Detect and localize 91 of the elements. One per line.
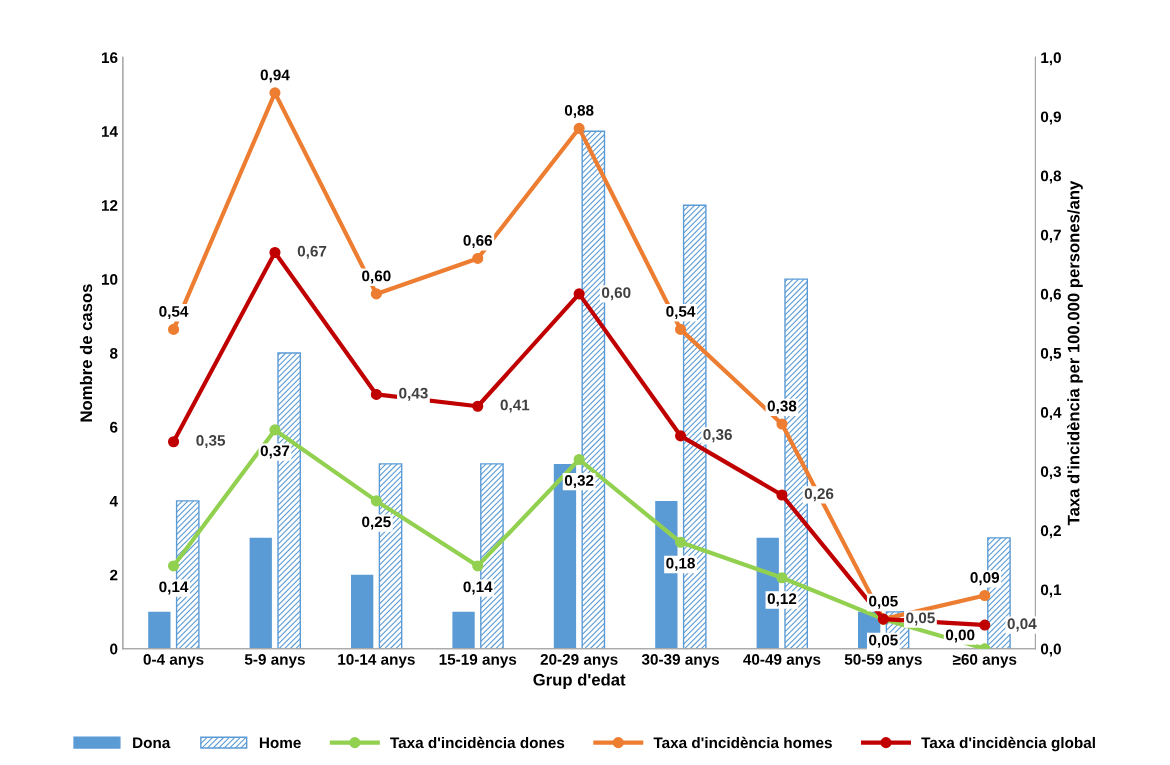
y-axis-title: Nombre de casos: [79, 284, 93, 422]
data-label: 0,14: [159, 581, 189, 595]
y2-tick-label: 0,0: [1040, 643, 1061, 657]
y2-tick-label: 0,1: [1040, 584, 1062, 598]
x-axis-title: Grup d'edat: [533, 673, 626, 689]
data-label: 0,12: [767, 593, 797, 607]
point: [269, 424, 281, 436]
bar: [452, 611, 475, 649]
y-tick-label: 4: [109, 495, 118, 507]
data-label: 0,05: [906, 612, 935, 626]
y2-tick-label: 0,9: [1040, 111, 1061, 125]
data-label: 0,54: [159, 306, 189, 320]
data-label: 0,00: [945, 629, 975, 643]
y2-tick-label: 0,4: [1040, 407, 1062, 421]
data-label: 0,60: [362, 270, 391, 284]
data-label: 0,32: [564, 474, 594, 489]
data-label: 0,41: [500, 399, 530, 413]
y2-tick-label: 1,0: [1041, 52, 1061, 66]
y2-tick-label: 0,5: [1040, 347, 1062, 361]
y-tick-label: 16: [101, 52, 118, 64]
y-tick-label: 6: [110, 421, 118, 433]
point: [472, 560, 484, 572]
y-tick-label: 2: [110, 569, 118, 581]
x-tick-label: 50-59 anys: [844, 653, 922, 668]
legend-label: Taxa d'incidència global: [921, 736, 1095, 752]
data-label: 0,14: [463, 581, 493, 595]
point: [979, 589, 991, 602]
data-label: 0,35: [196, 435, 226, 449]
legend-label: Taxa d'incidència dones: [390, 736, 565, 749]
data-label: 0,54: [666, 306, 696, 320]
x-tick-label: 10-14 anys: [338, 653, 415, 668]
data-label: 0,38: [767, 400, 797, 414]
legend-label: Dona: [133, 737, 171, 749]
point: [573, 122, 585, 134]
data-label: 0,60: [601, 287, 631, 301]
x-tick-label: 15-19 anys: [439, 653, 517, 668]
point: [472, 400, 484, 412]
point: [167, 560, 180, 572]
y2-tick-label: 0,6: [1040, 288, 1061, 302]
point: [776, 489, 788, 501]
x-tick-label: 40-49 anys: [743, 653, 821, 668]
bar: [351, 574, 374, 649]
x-tick-label: 30-39 anys: [641, 653, 719, 668]
data-label: 0,88: [564, 104, 594, 118]
legend-label: Home: [259, 737, 301, 749]
data-label: 0,26: [804, 488, 834, 502]
y2-tick-label: 0,2: [1040, 525, 1061, 539]
data-label: 0,04: [1007, 618, 1037, 632]
point: [674, 323, 687, 335]
y2-tick-label: 0,8: [1040, 170, 1062, 184]
y-tick-label: 12: [101, 200, 118, 211]
y-tick-label: 8: [109, 347, 118, 359]
point: [573, 453, 585, 466]
point: [776, 418, 788, 430]
point: [674, 536, 687, 548]
data-label: 0,66: [463, 235, 493, 249]
data-label: 0,37: [260, 445, 290, 459]
y2-tick-label: 0,7: [1040, 229, 1061, 243]
point: [472, 252, 484, 264]
point: [370, 288, 382, 300]
x-tick-label: 5-9 anys: [244, 653, 305, 668]
y2-tick-label: 0,3: [1040, 466, 1061, 480]
bar: [249, 537, 272, 649]
data-label: 0,25: [362, 516, 391, 530]
data-label: 0,05: [869, 634, 898, 648]
point: [370, 495, 382, 507]
data-label: 0,05: [869, 595, 898, 609]
point: [776, 572, 788, 584]
point: [167, 436, 180, 448]
point: [979, 619, 991, 631]
point: [269, 87, 281, 99]
data-label: 0,36: [703, 429, 732, 443]
point: [573, 288, 585, 300]
point: [370, 388, 382, 400]
data-label: 0,09: [970, 572, 1000, 586]
point: [167, 323, 180, 335]
point: [674, 430, 687, 442]
point: [269, 246, 281, 259]
y-tick-label: 10: [101, 274, 118, 285]
x-tick-label: 20-29 anys: [540, 653, 618, 668]
data-label: 0,18: [666, 557, 695, 571]
legend-label: Taxa d'incidència homes: [653, 736, 832, 749]
data-label: 0,94: [260, 69, 290, 83]
y-tick-label: 0: [110, 643, 118, 655]
y-tick-label: 14: [101, 126, 118, 137]
data-label: 0,43: [399, 387, 428, 401]
x-tick-label: ≥60 anys: [952, 653, 1017, 668]
y2-axis-title: Taxa d'incidència per 100.000 persones/any: [1067, 180, 1083, 526]
x-tick-label: 0-4 anys: [143, 653, 204, 668]
data-label: 0,67: [297, 245, 327, 259]
bar: [148, 611, 171, 649]
